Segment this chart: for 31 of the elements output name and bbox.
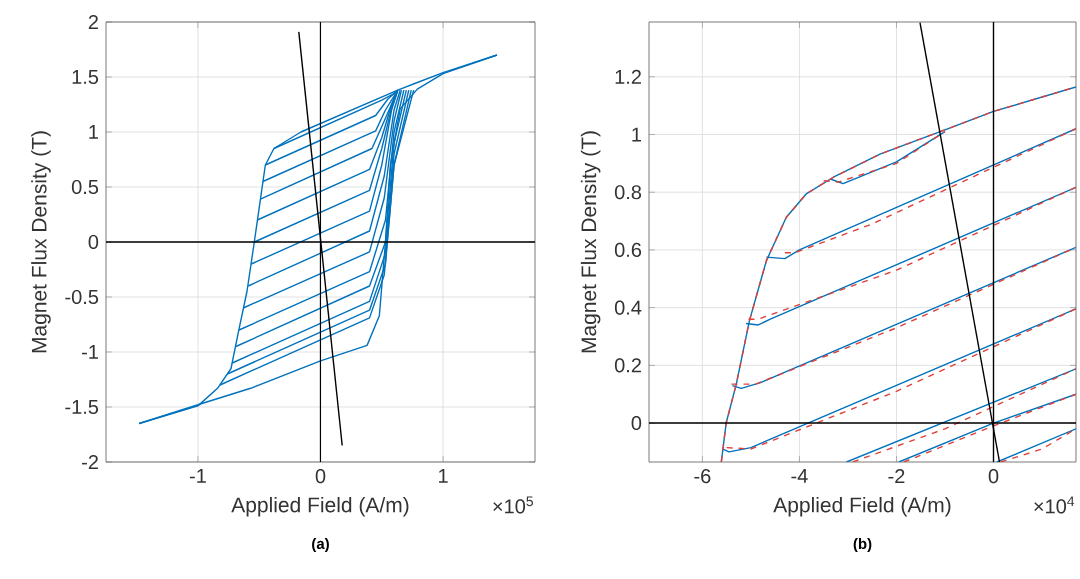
- x-tick-label: -2: [888, 469, 905, 484]
- x-tick-label: -1: [189, 469, 206, 483]
- y-tick-label: 0: [631, 415, 642, 431]
- x-tick-label: 0: [315, 469, 326, 484]
- y-tick-label: 1: [632, 127, 641, 142]
- y-tick-label: 2: [88, 15, 98, 29]
- y-tick-label: -1: [82, 345, 98, 359]
- y-tick-label: 0.6: [614, 242, 642, 258]
- x-tick-label: 1: [439, 469, 448, 483]
- x-axis-title: Applied Field (A/m): [773, 496, 951, 517]
- y-tick-label: 1: [89, 125, 98, 139]
- text: ×10$^{5}$: [493, 496, 533, 514]
- y-tick-label: -0.5: [65, 289, 99, 305]
- text: (b): [853, 538, 872, 552]
- y-tick-label: -1.5: [65, 400, 99, 414]
- y-tick-label: 0.4: [614, 300, 642, 315]
- x-tick-label: -6: [694, 469, 711, 484]
- x-tick-label: -4: [791, 469, 808, 483]
- y-tick-label: 0.2: [614, 358, 641, 373]
- y-axis-title: Magnet Flux Density (T): [31, 131, 51, 353]
- y-tick-label: 0.8: [614, 185, 642, 200]
- y-tick-label: 0.5: [71, 179, 99, 195]
- y-tick-label: -2: [82, 455, 98, 469]
- y-tick-label: 1.5: [72, 70, 99, 84]
- y-tick-label: 0: [88, 234, 99, 250]
- text: ×10$^{4}$: [1034, 496, 1075, 514]
- text: (a): [312, 538, 329, 552]
- x-axis-title: Applied Field (A/m): [231, 496, 409, 517]
- x-tick-label: 0: [988, 469, 999, 484]
- y-tick-label: 1.2: [615, 69, 641, 84]
- y-axis-title: Magnet Flux Density (T): [580, 131, 601, 353]
